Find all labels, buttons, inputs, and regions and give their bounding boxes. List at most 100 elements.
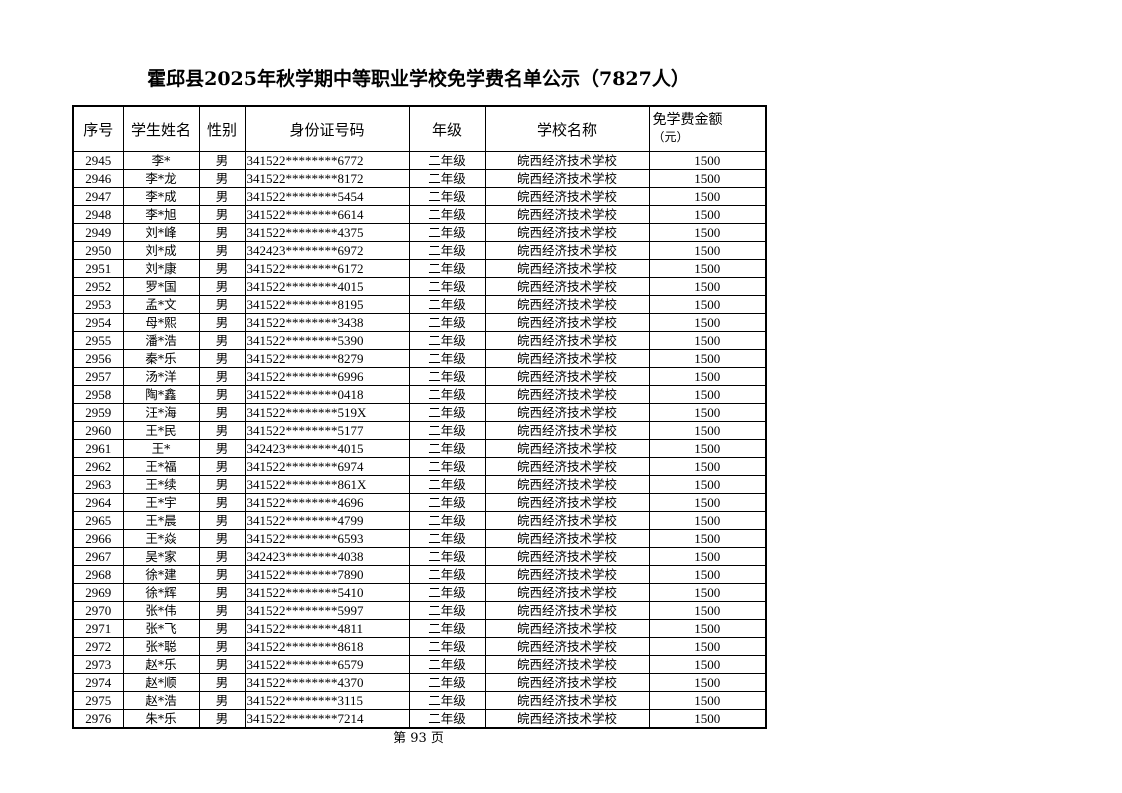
cell-index: 2957 bbox=[72, 367, 124, 386]
cell-index: 2947 bbox=[72, 187, 124, 206]
table-row: 2972 张*聪男 341522********8618 二年级 皖西经济技术学校 150… bbox=[72, 637, 767, 656]
table-row: 2975 赵*浩男 341522********3115 二年级 皖西经济技术学校 150… bbox=[72, 691, 767, 710]
cell-name: 朱*乐 bbox=[122, 709, 200, 729]
cell-name: 王*续 bbox=[122, 475, 200, 494]
cell-grade: 二年级 bbox=[408, 655, 486, 674]
table-row: 2947 李*成男 341522********5454 二年级 皖西经济技术学校 150… bbox=[72, 187, 767, 206]
cell-gender: 男 bbox=[198, 421, 246, 440]
cell-grade: 二年级 bbox=[408, 241, 486, 260]
header-school: 学校名称 bbox=[484, 105, 650, 152]
cell-school: 皖西经济技术学校 bbox=[484, 637, 650, 656]
cell-school: 皖西经济技术学校 bbox=[484, 421, 650, 440]
table-row: 2976 朱*乐男 341522********7214 二年级 皖西经济技术学校 150… bbox=[72, 709, 767, 729]
cell-id: 341522********8195 bbox=[244, 295, 410, 314]
cell-name: 罗*国 bbox=[122, 277, 200, 296]
cell-amount: 1500 bbox=[648, 493, 767, 512]
cell-amount: 1500 bbox=[648, 223, 767, 242]
cell-school: 皖西经济技术学校 bbox=[484, 655, 650, 674]
cell-index: 2971 bbox=[72, 619, 124, 638]
cell-gender: 男 bbox=[198, 169, 246, 188]
cell-amount: 1500 bbox=[648, 457, 767, 476]
header-amount-line1: 免学费金额 bbox=[652, 112, 723, 128]
cell-grade: 二年级 bbox=[408, 349, 486, 368]
cell-amount: 1500 bbox=[648, 169, 767, 188]
cell-index: 2949 bbox=[72, 223, 124, 242]
cell-amount: 1500 bbox=[648, 673, 767, 692]
cell-id: 341522********5454 bbox=[244, 187, 410, 206]
table-row: 2970 张*伟男 341522********5997 二年级 皖西经济技术学校 150… bbox=[72, 601, 767, 620]
table-row: 2965 王*晨男 341522********4799 二年级 皖西经济技术学校 150… bbox=[72, 511, 767, 530]
cell-school: 皖西经济技术学校 bbox=[484, 277, 650, 296]
cell-grade: 二年级 bbox=[408, 439, 486, 458]
cell-school: 皖西经济技术学校 bbox=[484, 385, 650, 404]
cell-id: 341522********8172 bbox=[244, 169, 410, 188]
cell-school: 皖西经济技术学校 bbox=[484, 457, 650, 476]
cell-grade: 二年级 bbox=[408, 529, 486, 548]
cell-grade: 二年级 bbox=[408, 403, 486, 422]
table-row: 2949 刘*峰男 341522********4375 二年级 皖西经济技术学校 150… bbox=[72, 223, 767, 242]
cell-school: 皖西经济技术学校 bbox=[484, 295, 650, 314]
cell-school: 皖西经济技术学校 bbox=[484, 529, 650, 548]
table-row: 2968 徐*建男 341522********7890 二年级 皖西经济技术学校 150… bbox=[72, 565, 767, 584]
cell-name: 张*飞 bbox=[122, 619, 200, 638]
cell-gender: 男 bbox=[198, 259, 246, 278]
cell-gender: 男 bbox=[198, 691, 246, 710]
cell-id: 341522********861X bbox=[244, 475, 410, 494]
header-id: 身份证号码 bbox=[244, 105, 410, 152]
cell-amount: 1500 bbox=[648, 259, 767, 278]
cell-grade: 二年级 bbox=[408, 709, 486, 729]
cell-index: 2967 bbox=[72, 547, 124, 566]
cell-index: 2968 bbox=[72, 565, 124, 584]
cell-id: 341522********6974 bbox=[244, 457, 410, 476]
page-title: 霍邱县2025年秋学期中等职业学校免学费名单公示（7827人） bbox=[147, 68, 690, 90]
cell-school: 皖西经济技术学校 bbox=[484, 547, 650, 566]
cell-amount: 1500 bbox=[648, 691, 767, 710]
cell-gender: 男 bbox=[198, 619, 246, 638]
cell-gender: 男 bbox=[198, 349, 246, 368]
cell-school: 皖西经济技术学校 bbox=[484, 205, 650, 224]
cell-name: 王*宇 bbox=[122, 493, 200, 512]
cell-id: 341522********4375 bbox=[244, 223, 410, 242]
cell-grade: 二年级 bbox=[408, 151, 486, 170]
cell-amount: 1500 bbox=[648, 367, 767, 386]
cell-gender: 男 bbox=[198, 475, 246, 494]
cell-id: 341522********4696 bbox=[244, 493, 410, 512]
cell-amount: 1500 bbox=[648, 187, 767, 206]
table-row: 2948 李*旭男 341522********6614 二年级 皖西经济技术学校 150… bbox=[72, 205, 767, 224]
cell-school: 皖西经济技术学校 bbox=[484, 691, 650, 710]
cell-index: 2973 bbox=[72, 655, 124, 674]
cell-id: 341522********6172 bbox=[244, 259, 410, 278]
cell-grade: 二年级 bbox=[408, 169, 486, 188]
cell-name: 王*民 bbox=[122, 421, 200, 440]
cell-id: 341522********8618 bbox=[244, 637, 410, 656]
cell-amount: 1500 bbox=[648, 331, 767, 350]
cell-name: 刘*成 bbox=[122, 241, 200, 260]
cell-school: 皖西经济技术学校 bbox=[484, 439, 650, 458]
cell-gender: 男 bbox=[198, 547, 246, 566]
cell-gender: 男 bbox=[198, 223, 246, 242]
cell-id: 341522********3438 bbox=[244, 313, 410, 332]
cell-grade: 二年级 bbox=[408, 313, 486, 332]
cell-index: 2954 bbox=[72, 313, 124, 332]
cell-school: 皖西经济技术学校 bbox=[484, 367, 650, 386]
table-row: 2969 徐*辉男 341522********5410 二年级 皖西经济技术学校 150… bbox=[72, 583, 767, 602]
table-row: 2960 王*民男 341522********5177 二年级 皖西经济技术学校 150… bbox=[72, 421, 767, 440]
cell-grade: 二年级 bbox=[408, 565, 486, 584]
cell-grade: 二年级 bbox=[408, 583, 486, 602]
cell-school: 皖西经济技术学校 bbox=[484, 259, 650, 278]
cell-name: 赵*顺 bbox=[122, 673, 200, 692]
cell-school: 皖西经济技术学校 bbox=[484, 583, 650, 602]
cell-amount: 1500 bbox=[648, 241, 767, 260]
cell-school: 皖西经济技术学校 bbox=[484, 313, 650, 332]
page-number: 第 93 页 bbox=[393, 731, 444, 746]
cell-gender: 男 bbox=[198, 187, 246, 206]
cell-amount: 1500 bbox=[648, 655, 767, 674]
table-row: 2971 张*飞男 341522********4811 二年级 皖西经济技术学校 150… bbox=[72, 619, 767, 638]
cell-grade: 二年级 bbox=[408, 691, 486, 710]
cell-id: 342423********4038 bbox=[244, 547, 410, 566]
cell-amount: 1500 bbox=[648, 205, 767, 224]
cell-school: 皖西经济技术学校 bbox=[484, 475, 650, 494]
cell-name: 张*聪 bbox=[122, 637, 200, 656]
cell-amount: 1500 bbox=[648, 385, 767, 404]
cell-school: 皖西经济技术学校 bbox=[484, 511, 650, 530]
